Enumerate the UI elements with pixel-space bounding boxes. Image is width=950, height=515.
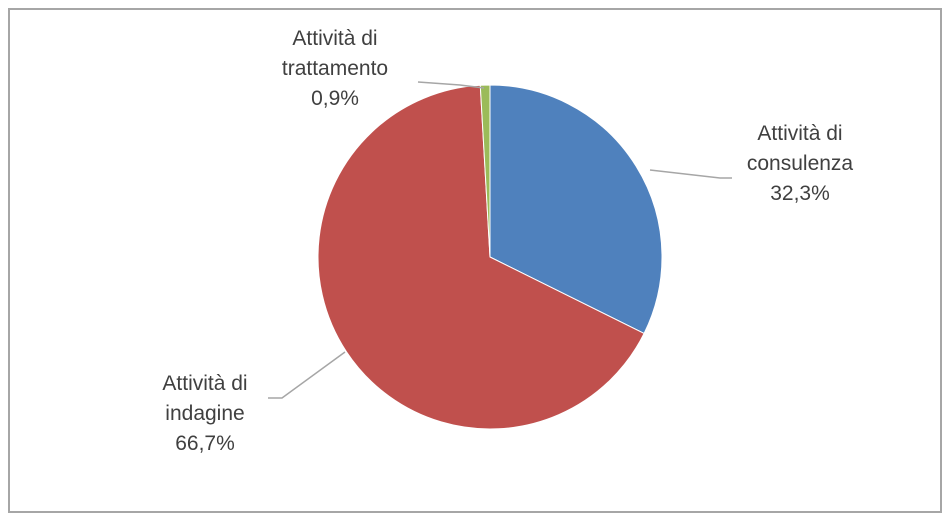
data-label-line: Attività di bbox=[757, 122, 842, 145]
data-labels: Attività di consulenza 32,3% Attività di ind… bbox=[162, 27, 853, 455]
data-label: Attività di consulenza 32,3% bbox=[747, 122, 854, 205]
data-label-line: 32,3% bbox=[770, 182, 830, 205]
pie-slice-attivit-di-trattamento bbox=[479, 84, 491, 258]
data-label-line: indagine bbox=[165, 402, 244, 425]
pie-slice-attivit-di-indagine bbox=[317, 84, 645, 430]
data-label: Attività di trattamento 0,9% bbox=[282, 27, 388, 110]
pie-slice-attivit-di-consulenza bbox=[489, 84, 663, 335]
leader-lines bbox=[268, 81, 732, 399]
leader-line bbox=[417, 81, 485, 89]
data-label-line: consulenza bbox=[747, 152, 854, 175]
data-label: Attività di indagine 66,7% bbox=[162, 372, 247, 455]
data-label-line: Attività di bbox=[162, 372, 247, 395]
data-label-line: 0,9% bbox=[311, 87, 359, 110]
data-label-line: trattamento bbox=[282, 57, 388, 80]
data-label-line: 66,7% bbox=[175, 432, 235, 455]
leader-line bbox=[268, 351, 346, 399]
data-label-line: Attività di bbox=[292, 27, 377, 50]
leader-line bbox=[649, 169, 732, 179]
pie-slices bbox=[317, 84, 663, 430]
